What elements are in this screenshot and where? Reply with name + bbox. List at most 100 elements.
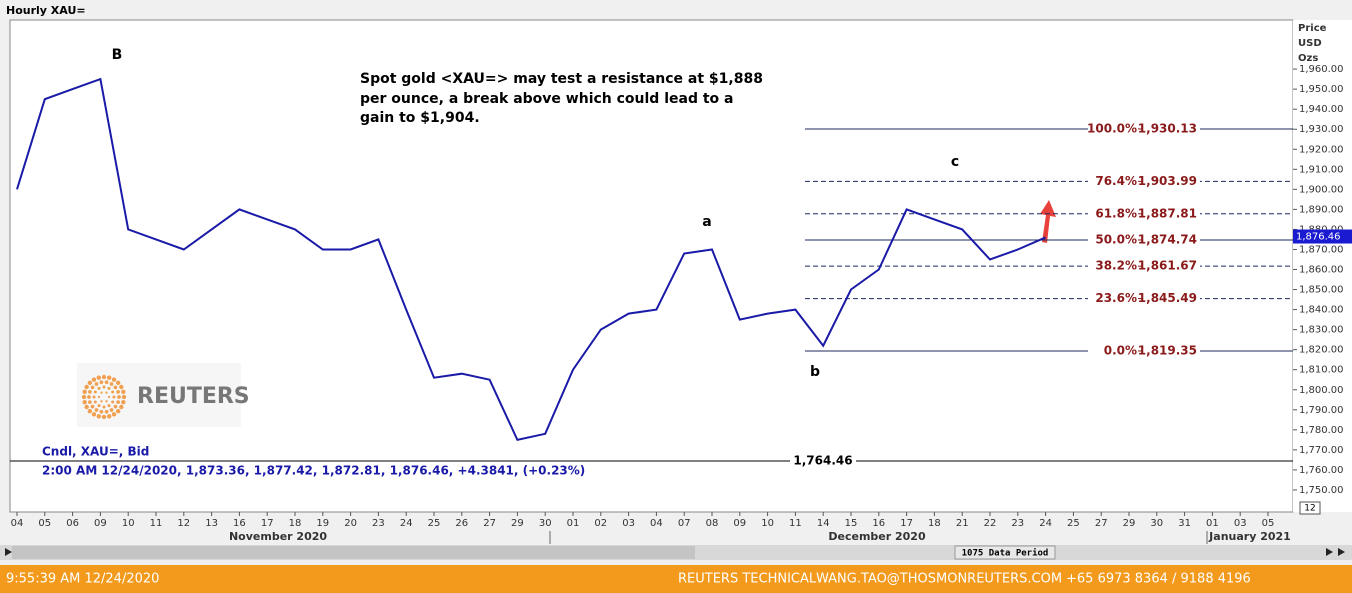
scroll-thumb[interactable] xyxy=(12,546,695,559)
x-tick-label: 26 xyxy=(455,518,468,529)
logo-dot xyxy=(111,390,115,394)
logo-dot xyxy=(96,375,102,380)
fib-pct: 0.0% xyxy=(1104,343,1137,357)
logo-dot xyxy=(121,389,126,395)
logo-dot xyxy=(91,412,97,417)
logo-dot xyxy=(96,414,102,419)
y-tick-label: 1,750.00 xyxy=(1299,485,1344,496)
logo-dot xyxy=(111,377,117,382)
logo-dot xyxy=(82,389,87,395)
logo-dot xyxy=(84,404,89,410)
logo-dot xyxy=(107,386,111,390)
month-label: November 2020 xyxy=(229,530,327,543)
logo-dot xyxy=(113,385,118,390)
x-tick-label: 02 xyxy=(594,518,607,529)
y-tick-label: 1,830.00 xyxy=(1299,325,1344,336)
zoom-box[interactable] xyxy=(1299,501,1321,515)
y-tick-label: 1,840.00 xyxy=(1299,305,1344,316)
logo-dot xyxy=(88,400,92,404)
fib-pct: 61.8% xyxy=(1095,206,1137,220)
x-tick-label: 07 xyxy=(678,518,691,529)
last-price-label: 1,876.46 xyxy=(1296,232,1341,243)
y-tick-label: 1,940.00 xyxy=(1299,104,1344,115)
logo-dot xyxy=(87,408,93,414)
x-tick-label: 31 xyxy=(1178,518,1191,529)
x-tick-label: 11 xyxy=(789,518,802,529)
logo-dot xyxy=(87,380,93,386)
y-tick-label: 1,960.00 xyxy=(1299,64,1344,75)
fib-value: 1,903.99 xyxy=(1138,174,1197,188)
x-tick-label: 23 xyxy=(372,518,385,529)
fib-value: 1,861.67 xyxy=(1138,259,1197,273)
logo-dot xyxy=(82,399,87,405)
logo-dot xyxy=(97,386,101,390)
wave-label: a xyxy=(702,214,711,230)
logo-dot xyxy=(111,412,117,417)
logo-dot xyxy=(92,395,96,399)
logo-dot xyxy=(115,380,121,386)
logo-dot xyxy=(121,394,127,400)
scroll-left[interactable] xyxy=(5,548,12,556)
x-tick-label: 01 xyxy=(567,518,580,529)
logo-dot xyxy=(115,408,121,414)
x-tick-label: 15 xyxy=(845,518,858,529)
logo-dot xyxy=(99,409,104,414)
x-tick-label: 10 xyxy=(122,518,135,529)
x-tick-label: 24 xyxy=(400,518,413,529)
logo-dot xyxy=(107,395,111,399)
x-tick-label: 18 xyxy=(928,518,941,529)
fib-label-bg xyxy=(1088,258,1200,274)
data-period: 1075 Data Period xyxy=(962,548,1049,559)
logo-dot xyxy=(100,391,103,394)
fib-value: 1,819.35 xyxy=(1138,343,1197,357)
logo-dot xyxy=(116,390,120,394)
y-tick-label: 1,920.00 xyxy=(1299,144,1344,155)
month-label: December 2020 xyxy=(828,530,926,543)
x-tick-label: 27 xyxy=(483,518,496,529)
x-tick-label: 08 xyxy=(706,518,719,529)
logo-dot xyxy=(109,382,114,386)
fib-pct: 23.6% xyxy=(1095,291,1137,305)
zoom[interactable]: 12 xyxy=(1304,504,1315,514)
x-tick-label: 06 xyxy=(66,518,79,529)
y-tick-label: 1,760.00 xyxy=(1299,465,1344,476)
watermark: REUTERS xyxy=(137,384,250,409)
wave-label: B xyxy=(112,47,123,63)
logo-dot xyxy=(93,390,97,394)
x-tick-label: 19 xyxy=(316,518,329,529)
logo-dot xyxy=(101,414,107,420)
fib-label-bg xyxy=(1088,290,1200,306)
x-tick-label: 29 xyxy=(1123,518,1136,529)
logo-dot xyxy=(87,395,91,399)
fib-label-bg xyxy=(1088,120,1200,136)
footer-time: 9:55:39 AM 12/24/2020 xyxy=(6,572,159,587)
fib-label-bg xyxy=(1088,173,1200,189)
data-period-box xyxy=(954,545,1056,560)
logo-dot xyxy=(113,404,118,409)
last-price-tag xyxy=(1293,229,1352,244)
logo-dot xyxy=(116,400,120,404)
fib-value: 1,887.81 xyxy=(1138,206,1197,220)
y-tick-label: 1,870.00 xyxy=(1299,244,1344,255)
x-tick-label: 03 xyxy=(1234,518,1247,529)
fib-pct: 100.0% xyxy=(1087,121,1137,135)
logo-dot xyxy=(106,414,112,419)
x-tick-label: 05 xyxy=(38,518,51,529)
logo-dot xyxy=(90,404,95,409)
x-tick-label: 14 xyxy=(817,518,830,529)
y-tick-label: 1,910.00 xyxy=(1299,164,1344,175)
y-tick-label: 1,950.00 xyxy=(1299,84,1344,95)
price-line xyxy=(16,77,1046,442)
month-label: January 2021 xyxy=(1208,530,1291,543)
y-label: USD xyxy=(1298,38,1322,49)
y-tick-label: 1,800.00 xyxy=(1299,385,1344,396)
last-bar-info: 2:00 AM 12/24/2020, 1,873.36, 1,877.42, … xyxy=(42,464,585,478)
x-tick-label: 11 xyxy=(150,518,163,529)
y-label: Price xyxy=(1298,23,1327,34)
x-tick-label: 24 xyxy=(1039,518,1052,529)
footer-contact: WANG.TAO@THOSMONREUTERS.COM xyxy=(816,572,1062,587)
y-tick-label: 1,860.00 xyxy=(1299,265,1344,276)
scroll-right[interactable] xyxy=(1326,548,1345,556)
series-info: Cndl, XAU=, Bid xyxy=(42,445,149,459)
